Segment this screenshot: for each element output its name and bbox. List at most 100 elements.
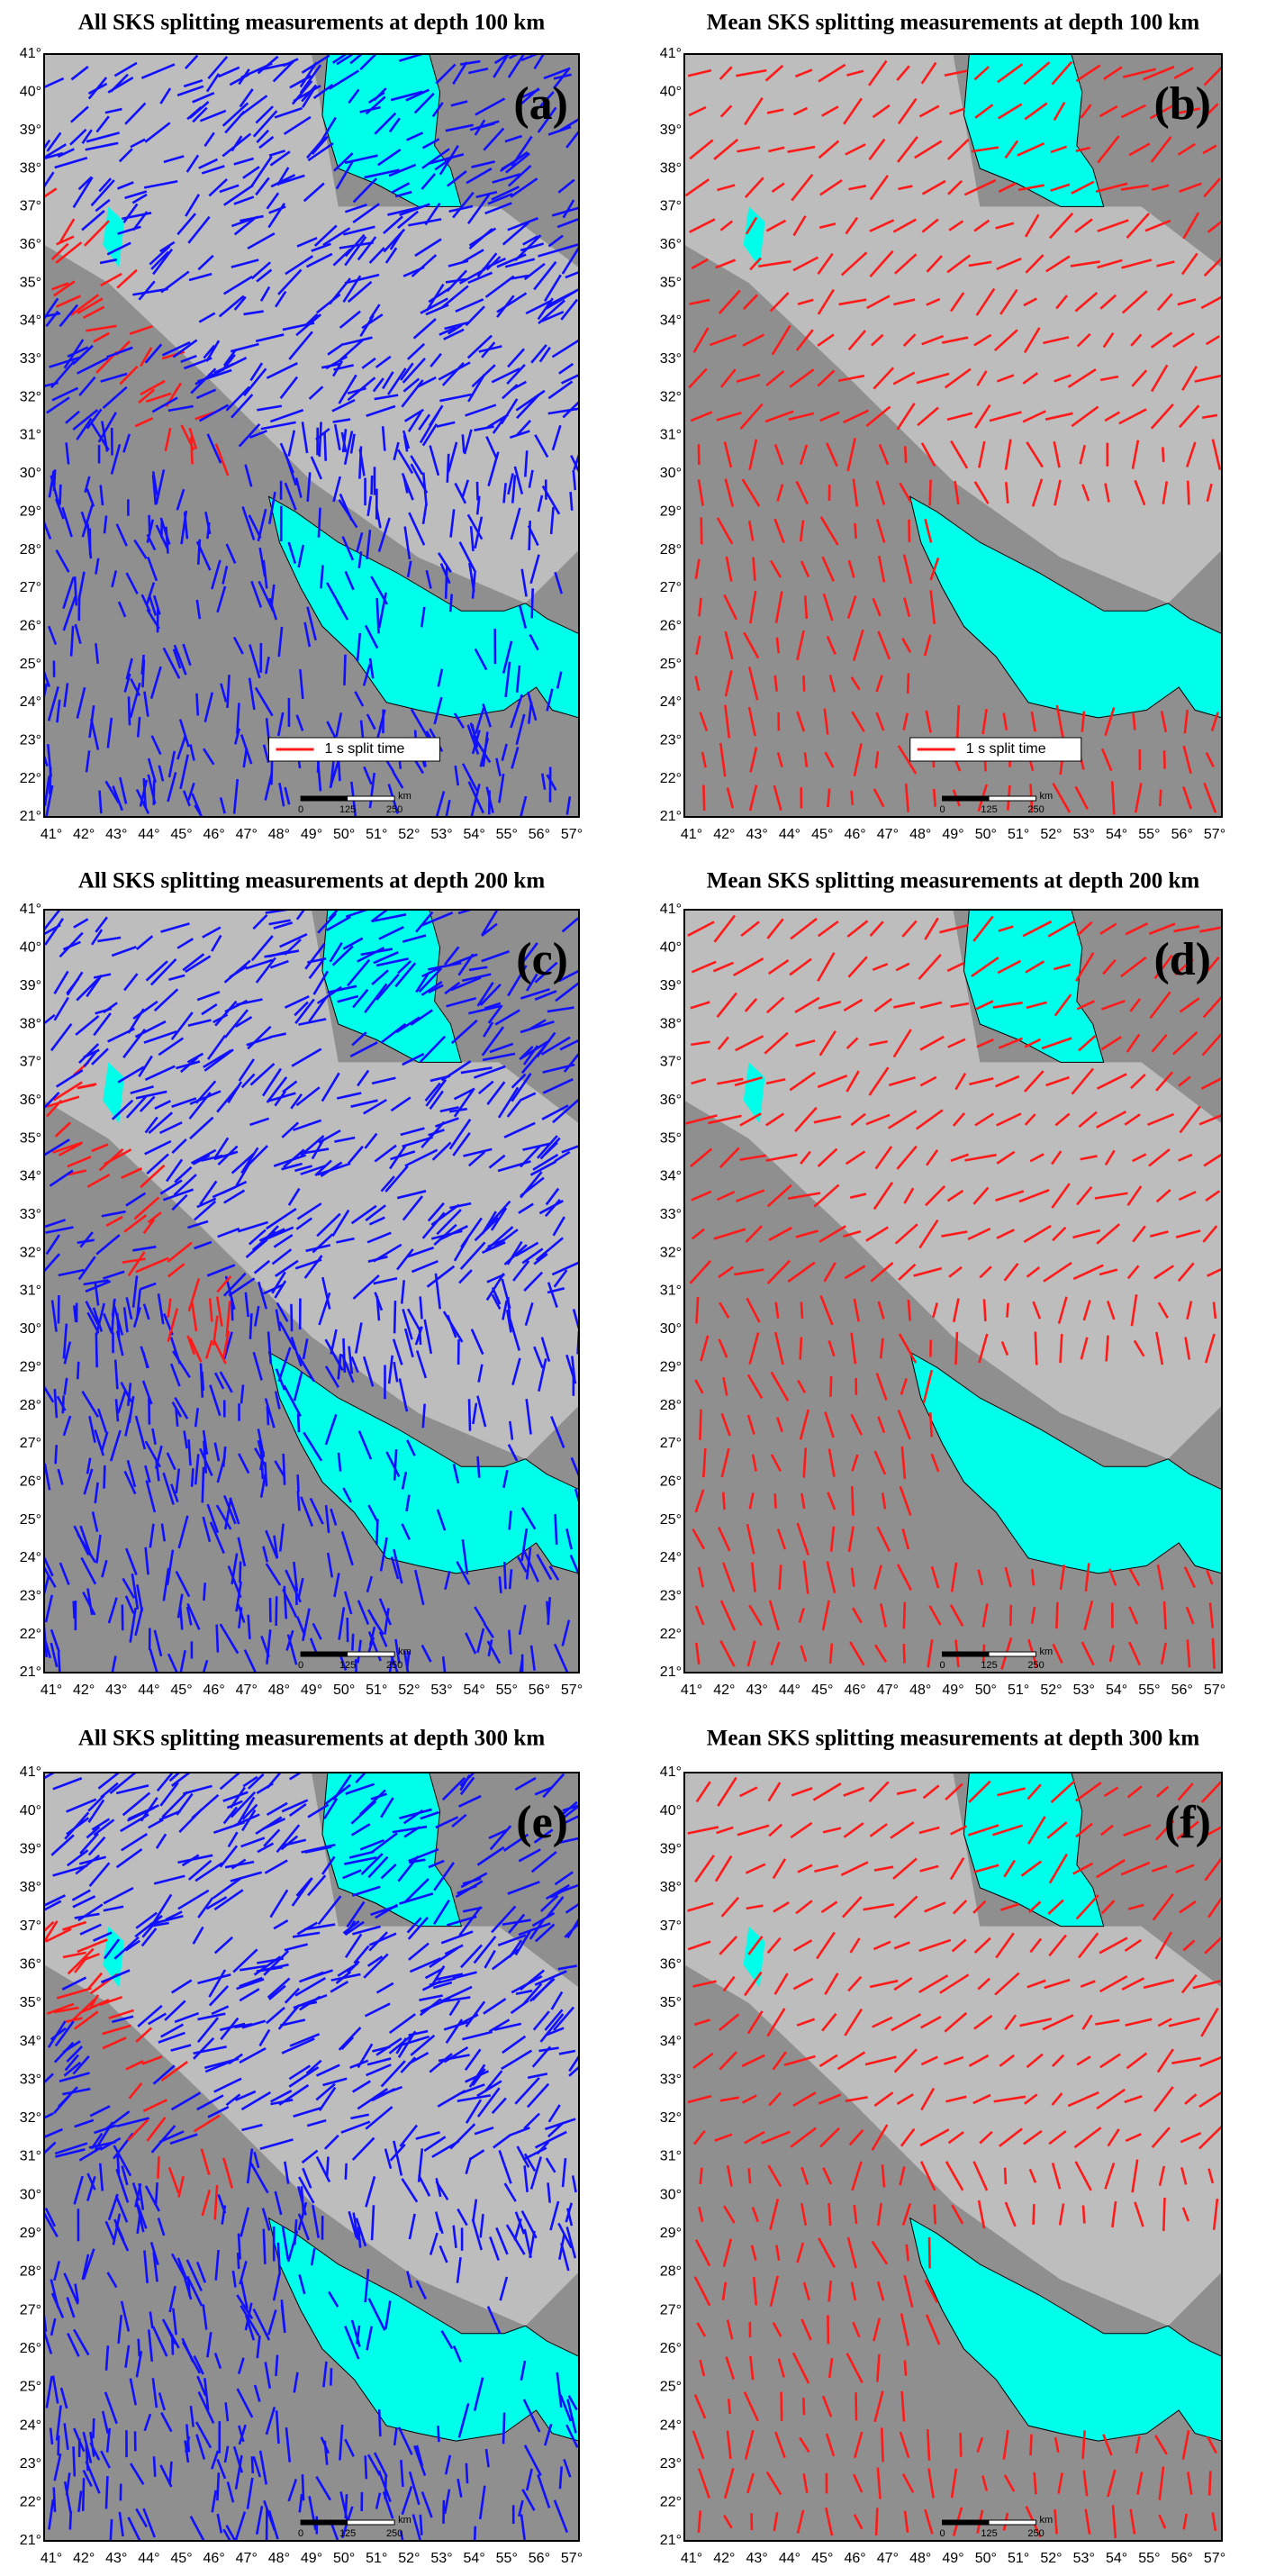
legend-text: 1 s split time — [324, 741, 404, 757]
split-bar — [196, 694, 197, 716]
lat-tick-label: 36° — [660, 1093, 682, 1108]
split-bar — [111, 2519, 112, 2543]
lat-tick-label: 38° — [660, 1880, 682, 1895]
lat-tick-label: 41° — [20, 1764, 41, 1780]
split-bar — [56, 1445, 57, 1464]
lon-tick-label: 51° — [366, 1683, 387, 1698]
split-bar — [192, 1468, 193, 1486]
split-bar — [379, 2409, 380, 2436]
split-bar — [469, 1399, 470, 1430]
lon-tick-label: 55° — [1138, 827, 1160, 842]
lat-tick-label: 26° — [20, 2341, 41, 2356]
lat-tick-label: 28° — [660, 542, 682, 558]
split-bar — [700, 1410, 701, 1440]
lat-tick-label: 41° — [660, 46, 682, 61]
split-bar — [905, 446, 906, 462]
panel-label: (d) — [1153, 934, 1211, 985]
lon-tick-label: 41° — [681, 2551, 702, 2566]
lon-tick-label: 45° — [811, 2551, 833, 2566]
scale-bar-fill — [301, 796, 348, 801]
lon-tick-label: 53° — [1073, 827, 1095, 842]
split-bar — [1164, 1601, 1166, 1629]
lon-tick-label: 51° — [366, 2551, 387, 2566]
map — [32, 45, 590, 830]
lon-tick-label: 42° — [713, 827, 735, 842]
scale-label: 125 — [339, 2528, 356, 2539]
split-bar — [801, 1302, 802, 1319]
lon-tick-label: 50° — [333, 2551, 355, 2566]
split-bar — [1035, 1332, 1036, 1365]
scale-label: 250 — [1027, 804, 1044, 815]
lon-tick-label: 54° — [1106, 827, 1127, 842]
split-bar — [749, 2168, 750, 2183]
split-bar — [100, 791, 102, 814]
split-bar — [154, 2456, 155, 2477]
lon-tick-label: 54° — [1106, 2551, 1127, 2566]
lat-tick-label: 39° — [660, 122, 682, 138]
lon-tick-label: 56° — [529, 827, 550, 842]
lon-tick-label: 44° — [138, 1683, 159, 1698]
lon-tick-label: 51° — [1008, 827, 1029, 842]
split-bar — [503, 2413, 504, 2444]
scale-unit: km — [1040, 1646, 1053, 1657]
lat-tick-label: 33° — [660, 351, 682, 367]
split-bar — [701, 2168, 702, 2184]
split-bar — [876, 2508, 877, 2535]
lat-tick-label: 25° — [660, 657, 682, 672]
lat-tick-label: 23° — [660, 2456, 682, 2472]
lon-tick-label: 48° — [909, 1683, 931, 1698]
lon-tick-label: 46° — [203, 2551, 225, 2566]
scale-label: 125 — [981, 2528, 997, 2539]
lon-tick-label: 57° — [561, 827, 583, 842]
split-bar — [156, 2182, 158, 2204]
split-bar — [477, 482, 478, 501]
split-bar — [929, 2237, 930, 2269]
split-bar — [1209, 2471, 1210, 2495]
split-bar — [1061, 1334, 1063, 1363]
split-bar — [1032, 1569, 1034, 1585]
lon-tick-label: 46° — [844, 1683, 865, 1698]
split-bar — [723, 1492, 724, 1510]
lat-tick-label: 31° — [660, 2149, 682, 2164]
lat-tick-label: 33° — [20, 351, 41, 367]
lat-tick-label: 25° — [660, 2380, 682, 2395]
split-bar — [423, 1404, 425, 1429]
split-bar — [852, 1486, 853, 1516]
scale-label: 0 — [939, 2528, 945, 2539]
lon-tick-label: 42° — [73, 1683, 95, 1698]
lon-tick-label: 41° — [41, 827, 62, 842]
lon-tick-label: 54° — [464, 1683, 485, 1698]
split-bar — [1035, 2472, 1036, 2494]
split-bar — [800, 1337, 801, 1359]
lat-tick-label: 31° — [660, 428, 682, 443]
lon-tick-label: 54° — [464, 827, 485, 842]
lat-tick-label: 29° — [20, 1359, 41, 1374]
split-bar — [529, 521, 530, 550]
lon-tick-label: 49° — [942, 827, 963, 842]
split-bar — [74, 1601, 75, 1619]
lat-tick-label: 24° — [660, 694, 682, 710]
scale-label: 250 — [1027, 2528, 1044, 2539]
split-bar — [63, 1395, 64, 1413]
lat-tick-label: 33° — [20, 2072, 41, 2087]
lon-tick-label: 52° — [398, 1683, 420, 1698]
lon-tick-label: 53° — [1073, 1683, 1095, 1698]
scale-bar-fill — [943, 796, 990, 801]
lon-tick-label: 46° — [844, 2551, 865, 2566]
split-bar — [77, 1362, 78, 1379]
lat-tick-label: 34° — [20, 2034, 41, 2049]
lat-tick-label: 29° — [660, 2226, 682, 2241]
lon-tick-label: 49° — [301, 1683, 322, 1698]
lon-tick-label: 44° — [779, 1683, 800, 1698]
split-bar — [830, 1644, 832, 1664]
lon-tick-label: 56° — [1171, 827, 1193, 842]
lon-tick-label: 48° — [268, 827, 290, 842]
lat-tick-label: 33° — [20, 1207, 41, 1222]
lat-tick-label: 32° — [20, 389, 41, 404]
lon-tick-label: 53° — [430, 827, 452, 842]
lon-tick-label: 48° — [909, 827, 931, 842]
lat-tick-label: 23° — [20, 2456, 41, 2472]
lat-tick-label: 36° — [660, 1956, 682, 1972]
split-bar — [264, 2229, 266, 2264]
split-bar — [291, 1304, 292, 1331]
